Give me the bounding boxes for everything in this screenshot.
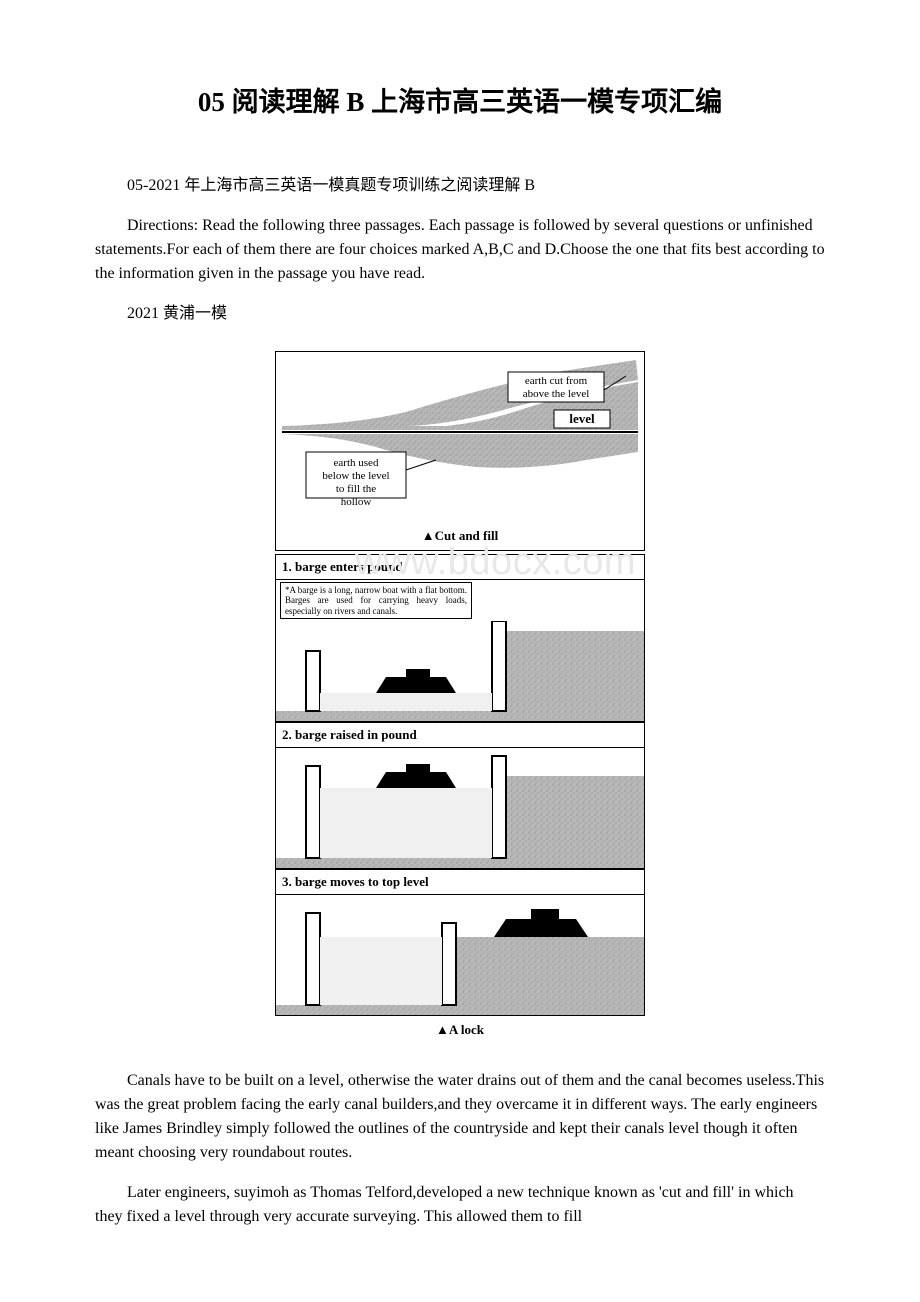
directions: Directions: Read the following three pas… [95,214,825,286]
page-title: 05 阅读理解 B 上海市高三英语一模专项汇编 [95,80,825,119]
cutfill-label-top: earth cut fromabove the level [523,375,590,400]
diagram-container: earth cut fromabove the level level eart… [95,351,825,1044]
cutfill-diagram: earth cut fromabove the level level eart… [275,351,645,551]
lock-step-3: 3. barge moves to top level [275,869,645,1016]
lock-step-3-title: 3. barge moves to top level [276,870,644,895]
section-label: 2021 黄浦一模 [95,302,825,326]
lock-step-2-svg [276,748,644,868]
lock-step-2-title: 2. barge raised in pound [276,723,644,748]
body-para-2: Later engineers, suyimoh as Thomas Telfo… [95,1181,825,1229]
watermark: www.bdocx.com [355,541,636,584]
lock-diagram: 1. barge enters pound *A barge is a long… [275,554,645,1044]
lock-barge-note: *A barge is a long, narrow boat with a f… [280,582,472,619]
lock-step-1-svg [276,621,644,721]
lock-step-2: 2. barge raised in pound [275,722,645,869]
cutfill-label-level: level [569,411,595,426]
subtitle: 05-2021 年上海市高三英语一模真题专项训练之阅读理解 B [95,174,825,198]
lock-caption: ▲A lock [275,1016,645,1044]
cutfill-svg: earth cut fromabove the level level eart… [276,352,644,522]
lock-step-3-svg [276,895,644,1015]
body-para-1: Canals have to be built on a level, othe… [95,1069,825,1165]
